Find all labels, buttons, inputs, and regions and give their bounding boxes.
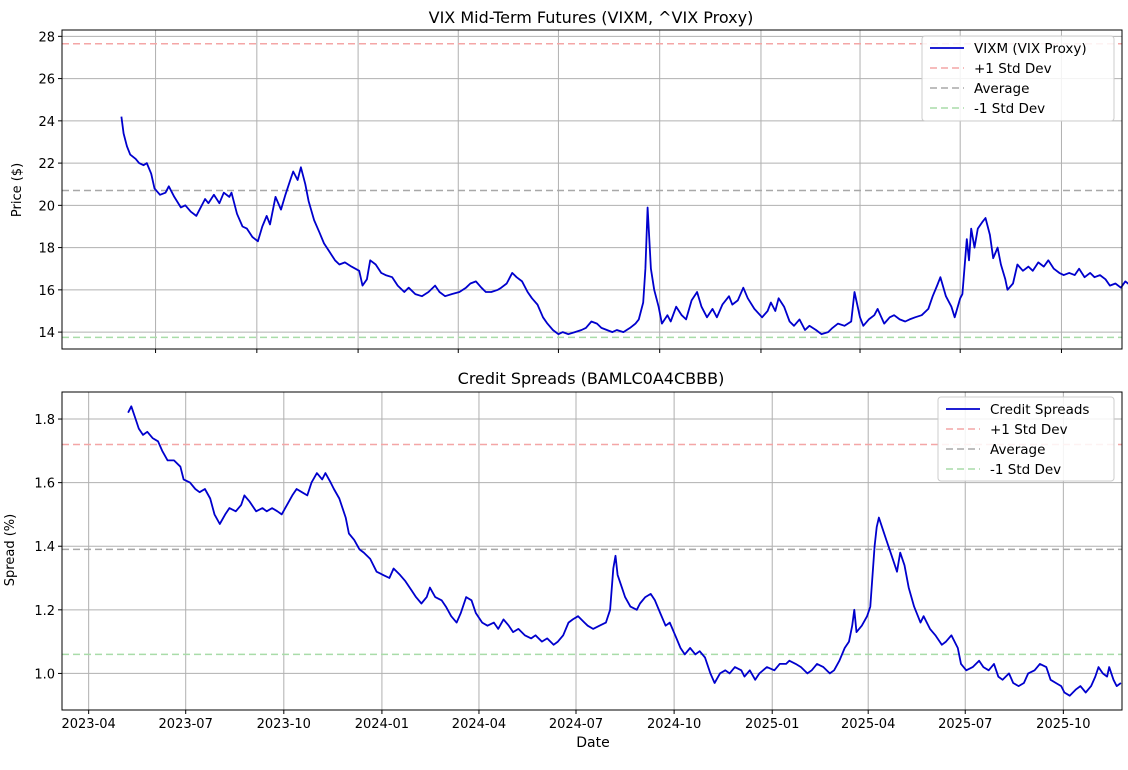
credit-spreads-legend-label: Credit Spreads — [990, 402, 1089, 418]
credit-spreads-legend-label: Average — [990, 442, 1045, 458]
vixm-plot-frame — [61, 29, 1123, 350]
credit-spreads-y-tick-label: 1.8 — [34, 413, 55, 428]
vixm-y-axis-label: Price ($) — [10, 163, 25, 217]
credit-spreads-y-axis: 1.0 1.2 1.4 1.6 1.8 — [34, 413, 62, 682]
credit-spreads-y-tick-label: 1.6 — [34, 477, 55, 492]
vixm-y-axis: 14 16 18 20 22 24 26 28 — [38, 30, 62, 341]
vixm-x-axis — [155, 349, 1062, 353]
vixm-y-tick-label: 24 — [38, 115, 55, 130]
credit-spreads-chart-title: Credit Spreads (BAMLC0A4CBBB) — [458, 369, 725, 388]
x-tick-label: 2024-04 — [452, 717, 506, 732]
credit-spreads-panel: 1.01.21.41.61.8 2023-04 2023-07 2023-10 202… — [3, 369, 1123, 751]
credit-spreads-legend-label: -1 Std Dev — [990, 462, 1061, 478]
credit-spreads-legend-box — [937, 396, 1115, 482]
credit-spreads-series — [127, 405, 1122, 697]
x-tick-label: 2024-07 — [549, 717, 603, 732]
credit-spreads-y-axis-label: Spread (%) — [3, 514, 18, 586]
credit-spreads-y-tick-label: 1.0 — [34, 667, 55, 682]
vixm-legend-box — [921, 35, 1115, 122]
x-tick-label: 2024-01 — [355, 717, 409, 732]
x-tick-label: 2025-04 — [841, 717, 895, 732]
credit-spreads-legend: Credit Spreads +1 Std Dev Average -1 Std De… — [937, 396, 1115, 482]
credit-spreads-series-line — [127, 405, 1122, 697]
x-tick-label: 2023-07 — [159, 717, 213, 732]
x-tick-label: 2025-10 — [1036, 717, 1090, 732]
credit-spreads-y-tick-label: 1.4 — [34, 540, 55, 555]
vixm-legend-label: -1 Std Dev — [974, 101, 1045, 117]
x-tick-label: 2025-07 — [938, 717, 992, 732]
vixm-y-tick-label: 28 — [38, 30, 55, 45]
x-tick-label: 2023-10 — [257, 717, 311, 732]
vixm-legend: VIXM (VIX Proxy) +1 Std Dev Average -1 Std … — [921, 35, 1115, 122]
vixm-legend-label: VIXM (VIX Proxy) — [974, 41, 1087, 57]
vixm-y-tick-label: 20 — [38, 199, 55, 214]
x-tick-label: 2025-01 — [745, 717, 799, 732]
vixm-chart-title: VIX Mid-Term Futures (VIXM, ^VIX Proxy) — [429, 8, 754, 27]
x-axis-label: Date — [576, 735, 609, 751]
vixm-y-tick-label: 18 — [38, 242, 55, 257]
vixm-legend-label: +1 Std Dev — [974, 61, 1052, 77]
x-tick-label: 2024-10 — [647, 717, 701, 732]
vixm-panel: 14 16 18 20 22 24 26 28 VIX Mid-Term Futures (V… — [10, 8, 1128, 353]
vixm-legend-label: Average — [974, 81, 1029, 97]
vixm-y-tick-label: 22 — [38, 157, 55, 172]
credit-spreads-x-axis: 2023-04 2023-07 2023-10 2024-01 2024-04 2024-… — [61, 710, 1091, 732]
credit-spreads-y-tick-label: 1.2 — [34, 604, 55, 619]
credit-spreads-legend-label: +1 Std Dev — [990, 422, 1068, 438]
vixm-y-tick-label: 16 — [38, 284, 55, 299]
vixm-series-line — [120, 116, 1128, 336]
vixm-y-tick-label: 14 — [38, 326, 55, 341]
credit-spreads-plot-frame — [61, 391, 1123, 711]
x-tick-label: 2023-04 — [61, 717, 115, 732]
vixm-series — [120, 116, 1128, 336]
vixm-y-tick-label: 26 — [38, 73, 55, 88]
